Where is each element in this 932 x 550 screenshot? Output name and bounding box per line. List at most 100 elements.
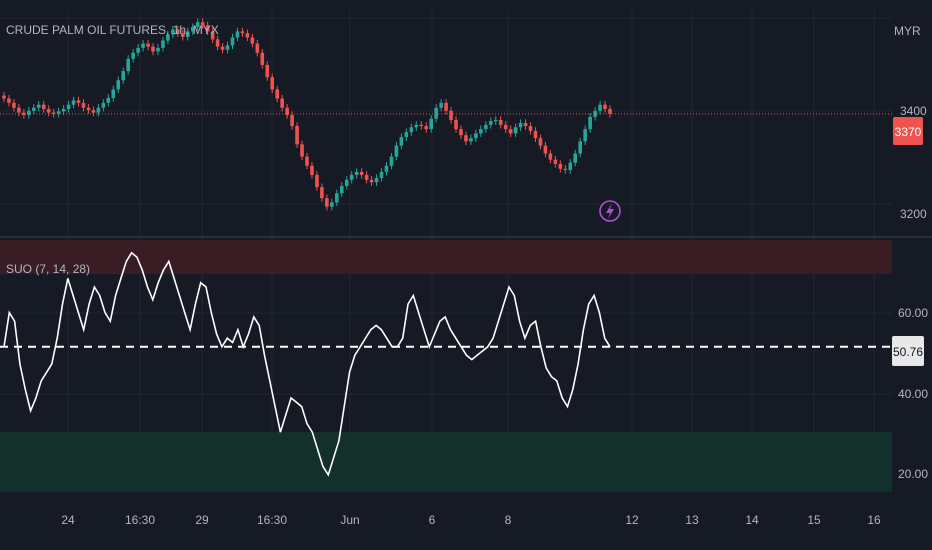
candle-body: [245, 33, 250, 38]
candle-body: [46, 108, 51, 113]
candle-body: [409, 127, 414, 133]
candle-body: [275, 89, 279, 99]
candle-body: [116, 80, 121, 90]
candle-body: [250, 37, 255, 44]
candle-body: [205, 25, 210, 32]
candle-body: [265, 64, 270, 78]
currency-label: MYR: [894, 24, 921, 38]
candle-body: [171, 29, 175, 35]
candle-body: [339, 185, 344, 194]
candle-body: [429, 118, 433, 130]
candle-body: [141, 43, 145, 48]
candle-body: [290, 115, 294, 127]
x-tick-label: 29: [195, 513, 209, 527]
candle-body: [508, 129, 513, 134]
oscillator-value-tag: 50.76: [892, 336, 924, 366]
candle-body: [538, 138, 543, 146]
candle-body: [280, 98, 284, 108]
candle-body: [518, 123, 523, 128]
oscillator-title: SUO (7, 14, 28): [6, 262, 90, 276]
candle-body: [503, 124, 508, 130]
candle-body: [548, 153, 553, 160]
candle-body: [325, 198, 329, 207]
oscillator-value-badge: [892, 336, 924, 366]
x-tick-label: 6: [429, 513, 436, 527]
candle-body: [176, 29, 180, 34]
candle-body: [528, 126, 533, 131]
candle-body: [568, 162, 573, 171]
x-tick-label: 15: [807, 513, 821, 527]
candle-body: [190, 27, 195, 32]
candle-body: [255, 43, 260, 53]
candle-body: [230, 37, 235, 46]
candle-body: [295, 126, 299, 145]
x-tick-label: 14: [745, 513, 759, 527]
candle-body: [454, 119, 458, 130]
x-tick-label: 16:30: [257, 513, 287, 527]
candle-body: [260, 52, 265, 65]
candle-body: [513, 127, 518, 134]
candle-body: [156, 47, 160, 52]
last-price-badge: [893, 117, 923, 145]
candle-body: [364, 174, 369, 180]
candle-body: [578, 141, 582, 154]
candle-body: [22, 112, 26, 116]
candle-body: [330, 202, 334, 207]
candle-body: [349, 174, 354, 180]
candle-body: [563, 168, 568, 171]
candle-body: [220, 46, 225, 50]
x-tick-label: Jun: [340, 513, 359, 527]
candle-body: [270, 77, 275, 90]
main-y-tick-label: 3400: [900, 104, 927, 118]
main-y-tick-label: 3200: [900, 207, 927, 221]
candle-body: [300, 144, 304, 157]
candle-body: [86, 107, 91, 111]
main-chart-title: CRUDE PALM OIL FUTURES, 1h, MYX: [6, 23, 219, 37]
oscillator-series: [0, 251, 892, 477]
candle-body: [285, 107, 289, 116]
candle-body: [185, 31, 190, 37]
candle-body: [225, 45, 230, 50]
candle-body: [320, 187, 324, 199]
candle-body: [369, 179, 374, 183]
overbought-band: [0, 240, 892, 274]
candle-body: [558, 163, 563, 169]
candle-body: [166, 34, 170, 41]
candle-body: [305, 156, 309, 166]
candle-body: [101, 102, 106, 108]
candle-body: [235, 31, 240, 38]
oversold-band: [0, 432, 892, 492]
candle-body: [195, 22, 200, 28]
candle-body: [131, 52, 135, 59]
candle-body: [315, 174, 319, 188]
candle-body: [533, 130, 538, 139]
candle-body: [36, 104, 41, 108]
candle-body: [523, 123, 528, 127]
candle-body: [419, 124, 424, 127]
candle-body: [553, 159, 558, 164]
candle-body: [240, 31, 245, 34]
candle-body: [424, 126, 429, 130]
x-tick-label: 13: [685, 513, 699, 527]
candle-body: [598, 104, 602, 111]
candle-body: [2, 95, 6, 99]
candle-body: [399, 137, 404, 146]
candle-body: [439, 102, 443, 108]
oscillator-bands: [0, 240, 892, 492]
lightning-icon[interactable]: [599, 200, 621, 222]
candle-body: [379, 171, 384, 178]
last-price-tag: 3370: [893, 117, 923, 145]
candle-body: [41, 104, 46, 109]
candle-body: [583, 129, 587, 142]
candle-body: [61, 108, 66, 112]
candle-body: [469, 138, 473, 142]
candle-body: [200, 22, 205, 26]
candle-body: [389, 156, 394, 166]
candle-body: [106, 97, 111, 103]
candle-body: [111, 89, 116, 98]
axes: 3400 3200 60.00 40.00 20.00 24 16:30 29 16:30 Jun…: [61, 104, 928, 527]
candle-body: [444, 102, 448, 111]
candle-body: [493, 119, 498, 122]
candle-body: [76, 100, 81, 103]
